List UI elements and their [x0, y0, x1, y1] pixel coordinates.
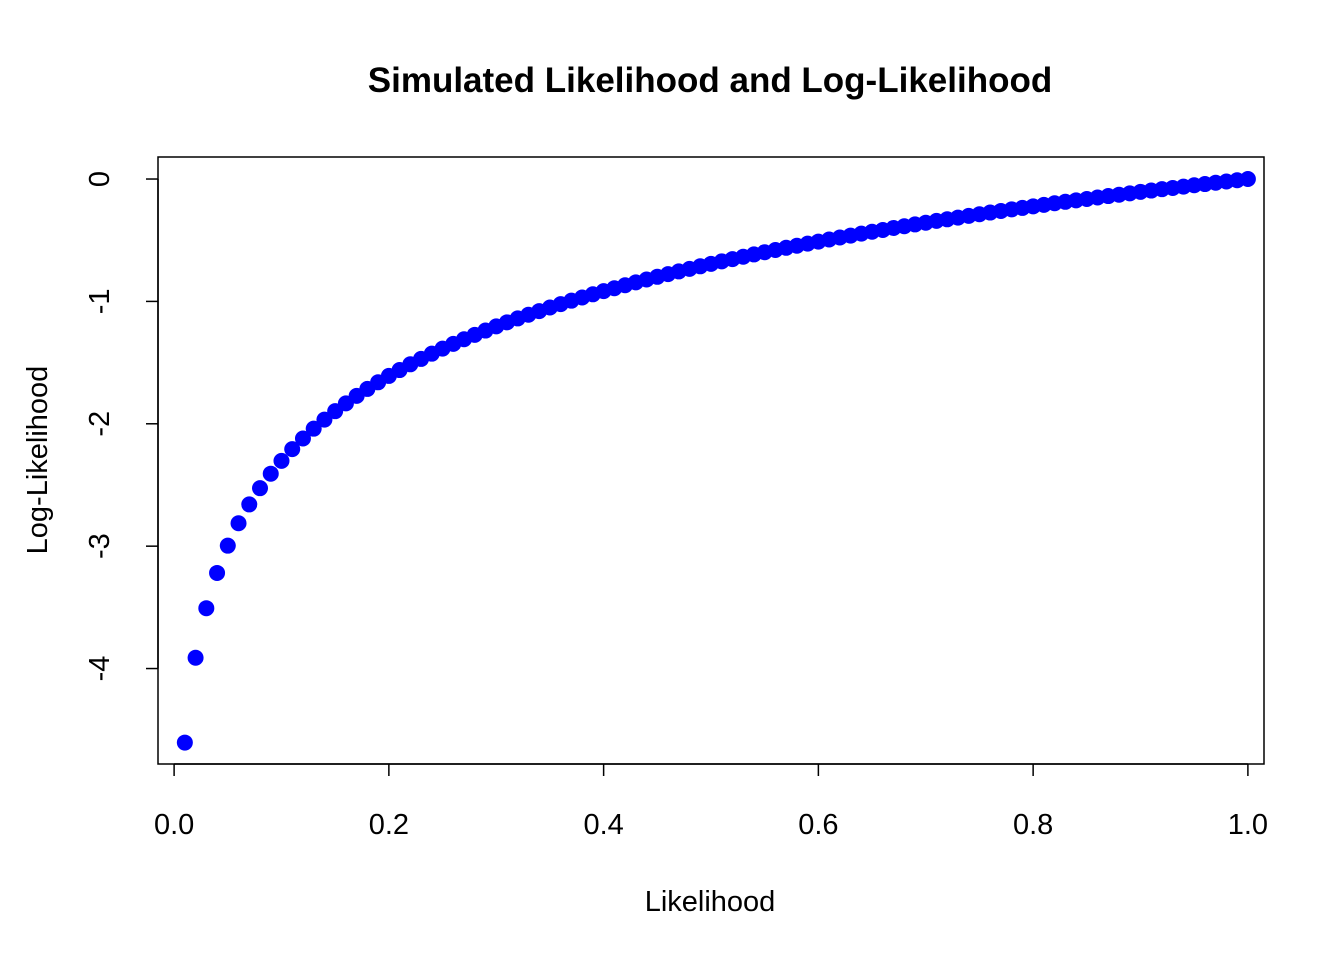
x-tick-label: 0.0	[154, 809, 194, 841]
data-point	[284, 441, 301, 458]
data-point	[230, 515, 247, 532]
data-point	[219, 537, 236, 554]
x-axis: 0.0 0.2 0.4 0.6 0.8 1.0	[154, 763, 1268, 841]
x-tick-label: 0.6	[798, 809, 838, 841]
y-tick-label: -3	[84, 533, 116, 559]
data-point	[198, 600, 215, 617]
plot-frame	[157, 156, 1265, 765]
data-points	[176, 171, 1256, 751]
chart-title: Simulated Likelihood and Log-Likelihood	[368, 61, 1052, 100]
data-point	[209, 564, 226, 581]
data-point	[187, 649, 204, 666]
x-tick-label: 0.8	[1013, 809, 1053, 841]
x-tick-label: 1.0	[1228, 809, 1268, 841]
y-axis: -4 -3 -2 -1 0	[84, 171, 159, 682]
y-tick-label: 0	[84, 171, 116, 187]
data-point	[262, 465, 279, 482]
x-tick-label: 0.2	[369, 809, 409, 841]
y-tick-label: -2	[84, 411, 116, 437]
data-point	[273, 452, 290, 469]
data-point	[316, 411, 333, 428]
data-point	[176, 734, 193, 751]
x-axis-label: Likelihood	[645, 886, 776, 918]
data-point	[241, 496, 258, 513]
data-point	[1239, 171, 1256, 188]
data-point	[294, 430, 311, 447]
y-axis-label: Log-Likelihood	[22, 366, 54, 555]
y-tick-label: -1	[84, 289, 116, 315]
x-tick-label: 0.4	[583, 809, 623, 841]
y-tick-label: -4	[84, 656, 116, 682]
data-point	[305, 420, 322, 437]
data-point	[252, 480, 269, 497]
